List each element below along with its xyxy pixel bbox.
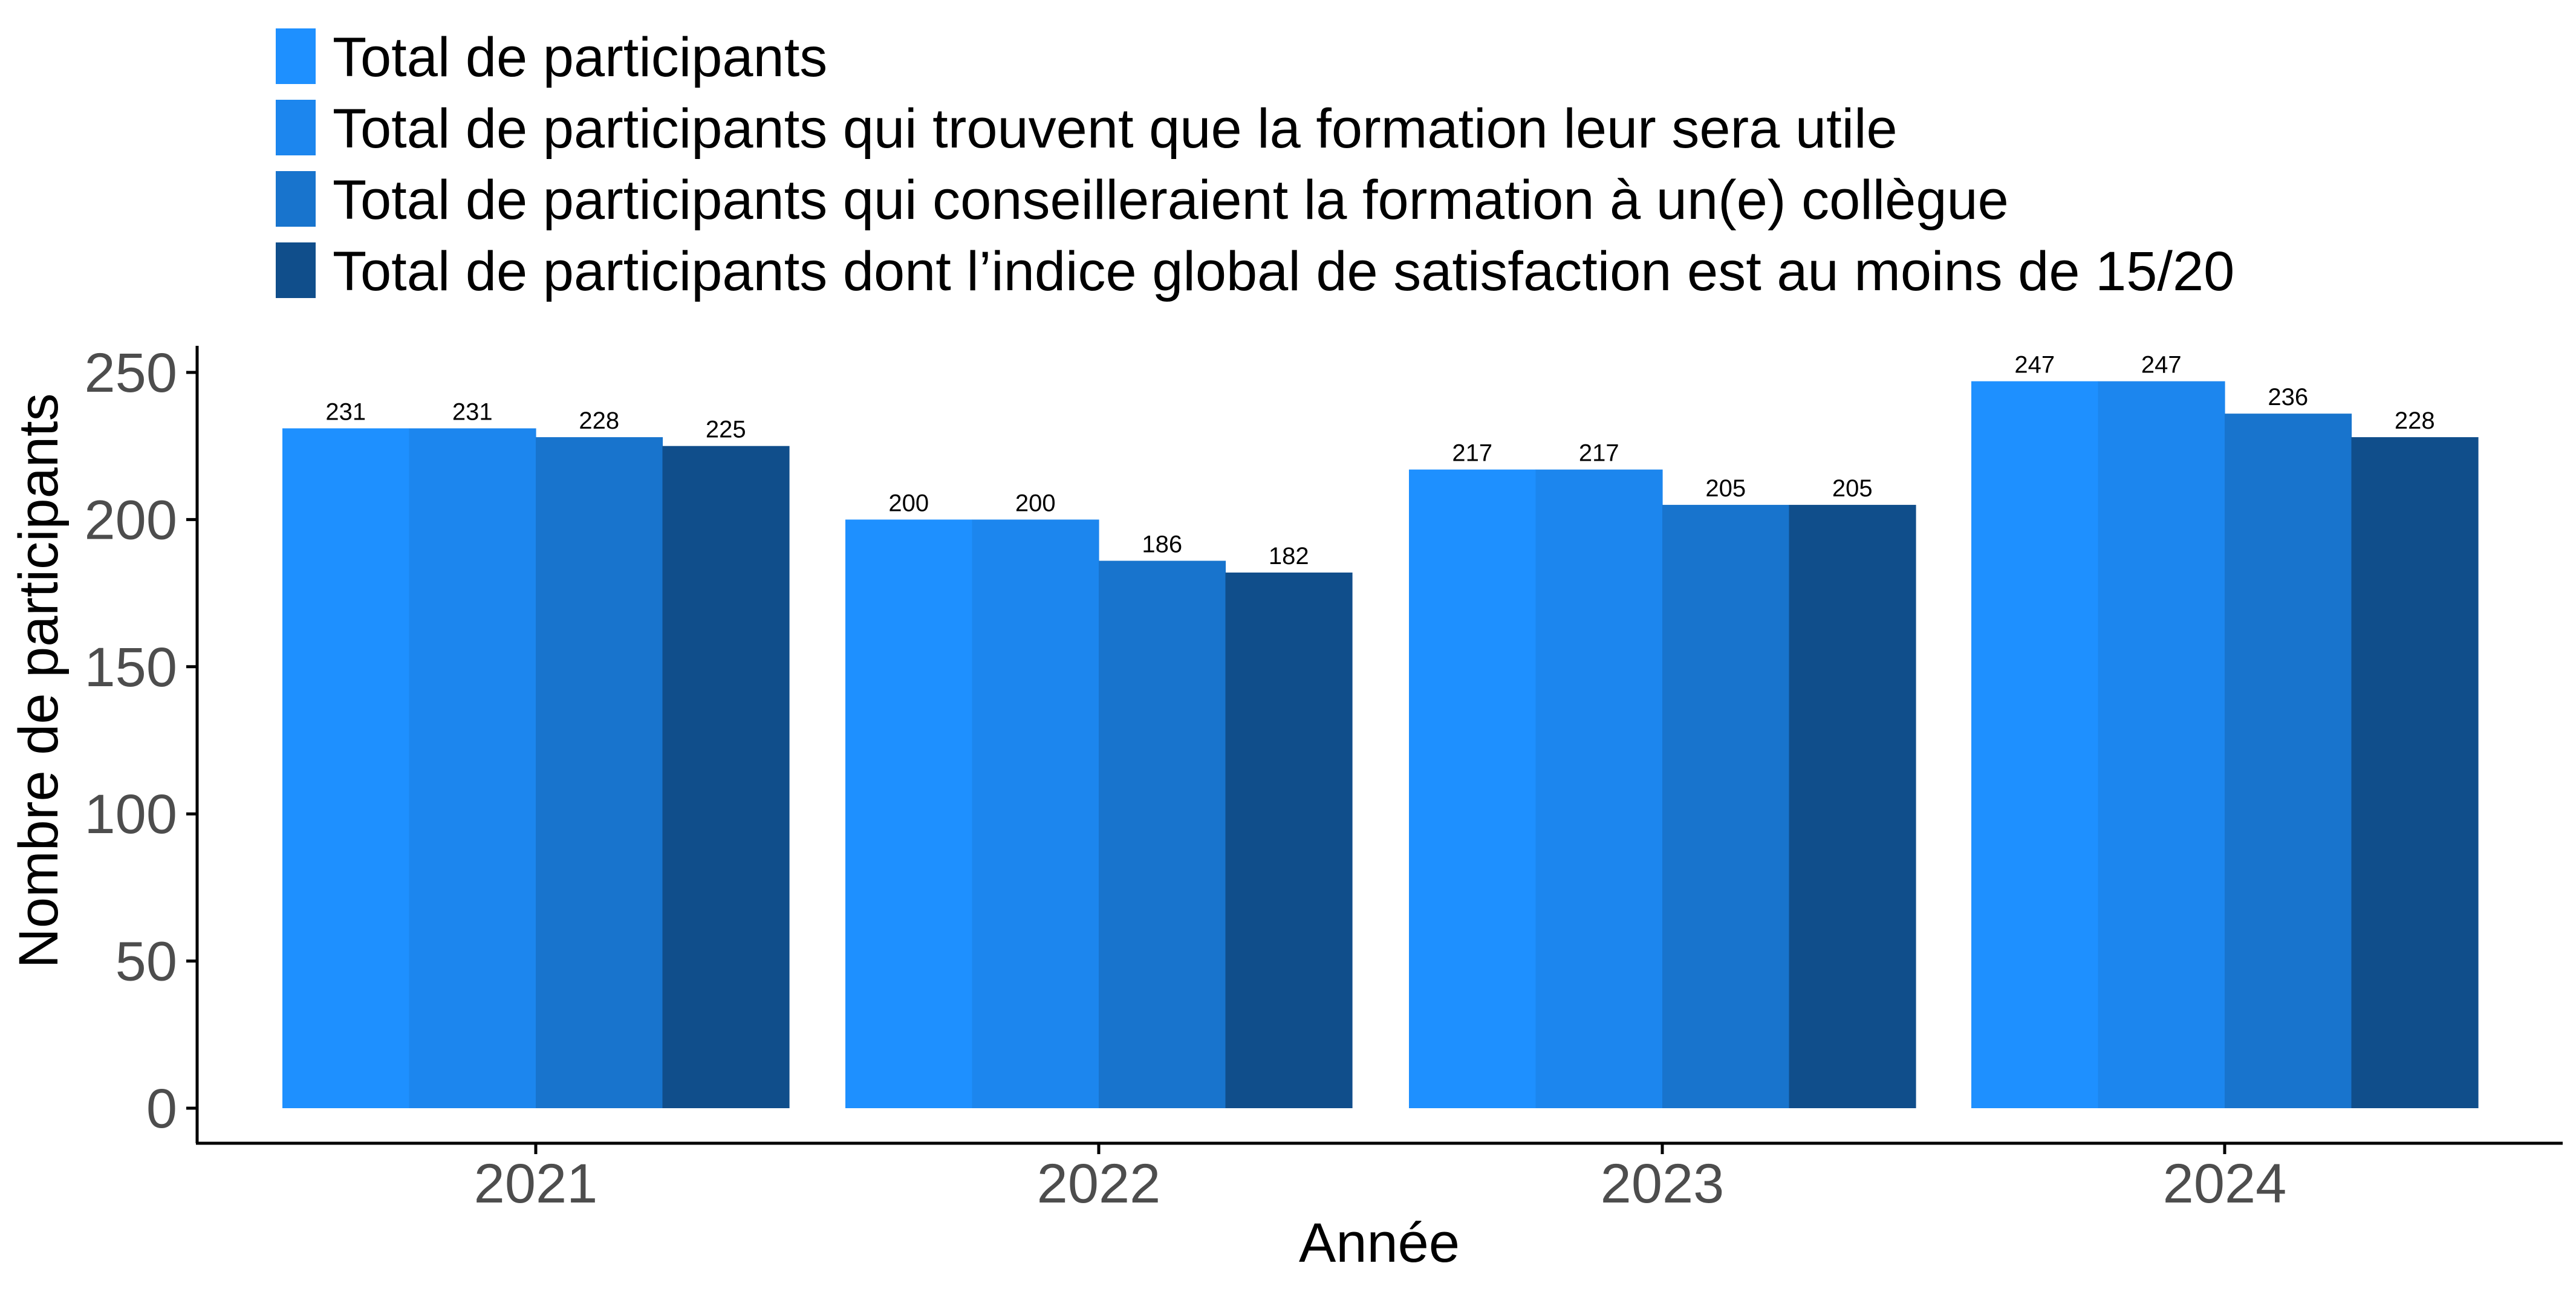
bar-value-label: 205: [1832, 475, 1873, 502]
y-tick-label: 150: [85, 637, 178, 698]
bar: [1409, 469, 1537, 1108]
bar-value-label: 205: [1705, 475, 1746, 502]
bar: [409, 428, 536, 1109]
bar: [1662, 505, 1790, 1108]
bar: [2351, 437, 2479, 1109]
bar-value-label: 225: [706, 417, 746, 443]
bar-value-label: 231: [325, 398, 366, 425]
bar-value-label: 228: [2395, 407, 2435, 434]
y-tick-label: 250: [85, 342, 178, 404]
x-axis-title: Année: [1299, 1212, 1460, 1274]
legend-item: Total de participants: [276, 27, 827, 88]
bar: [662, 446, 790, 1109]
bar: [1099, 560, 1226, 1108]
legend-label: Total de participants qui conseilleraien…: [333, 169, 2009, 231]
bar: [1225, 573, 1353, 1108]
x-ticks: 2021 2022 2023 2024: [474, 1143, 2287, 1215]
bars: [282, 381, 2479, 1109]
y-ticks: 0 50 100 150 200 250: [85, 342, 197, 1140]
y-tick-label: 0: [146, 1078, 177, 1140]
bar: [845, 519, 973, 1108]
bar: [2225, 414, 2352, 1108]
bar-value-label: 228: [579, 407, 619, 434]
legend-label: Total de participants: [333, 27, 827, 88]
legend-item: Total de participants qui conseilleraien…: [276, 169, 2009, 231]
legend-swatch: [276, 100, 316, 155]
bar-value-label: 186: [1142, 531, 1182, 558]
legend: Total de participants Total de participan…: [276, 27, 2234, 302]
bar-value-label: 247: [2014, 352, 2055, 378]
bar: [972, 519, 1099, 1108]
x-tick-label: 2023: [1601, 1153, 1725, 1215]
legend-label: Total de participants qui trouvent que l…: [333, 98, 1898, 160]
bar-value-label: 200: [888, 490, 929, 516]
legend-item: Total de participants dont l’indice glob…: [276, 241, 2234, 302]
x-tick-label: 2022: [1037, 1153, 1161, 1215]
legend-swatch: [276, 171, 316, 227]
bar: [1971, 381, 2099, 1108]
bar-value-label: 247: [2141, 352, 2182, 378]
y-tick-label: 100: [85, 784, 178, 845]
legend-swatch: [276, 242, 316, 298]
y-axis-title: Nombre de participants: [8, 393, 70, 968]
legend-label: Total de participants dont l’indice glob…: [333, 241, 2234, 302]
data-labels: 231 200 217 247 231 200 217 247 228 186 205 236 225 1…: [325, 352, 2435, 570]
y-tick-label: 200: [85, 489, 178, 551]
bar-value-label: 236: [2268, 384, 2308, 411]
bar-value-label: 217: [1452, 440, 1492, 467]
bar: [282, 428, 410, 1109]
bar: [536, 437, 663, 1109]
bar: [2098, 381, 2225, 1108]
bar-value-label: 182: [1269, 543, 1309, 570]
axes: [195, 346, 2563, 1145]
bar: [1789, 505, 1916, 1108]
bar: [1535, 469, 1663, 1108]
bar-value-label: 200: [1015, 490, 1056, 516]
x-tick-label: 2021: [474, 1153, 598, 1215]
x-tick-label: 2024: [2163, 1153, 2287, 1215]
bar-value-label: 217: [1579, 440, 1619, 467]
bar-value-label: 231: [452, 398, 493, 425]
y-tick-label: 50: [115, 931, 177, 993]
legend-item: Total de participants qui trouvent que l…: [276, 98, 1898, 160]
legend-swatch: [276, 28, 316, 84]
